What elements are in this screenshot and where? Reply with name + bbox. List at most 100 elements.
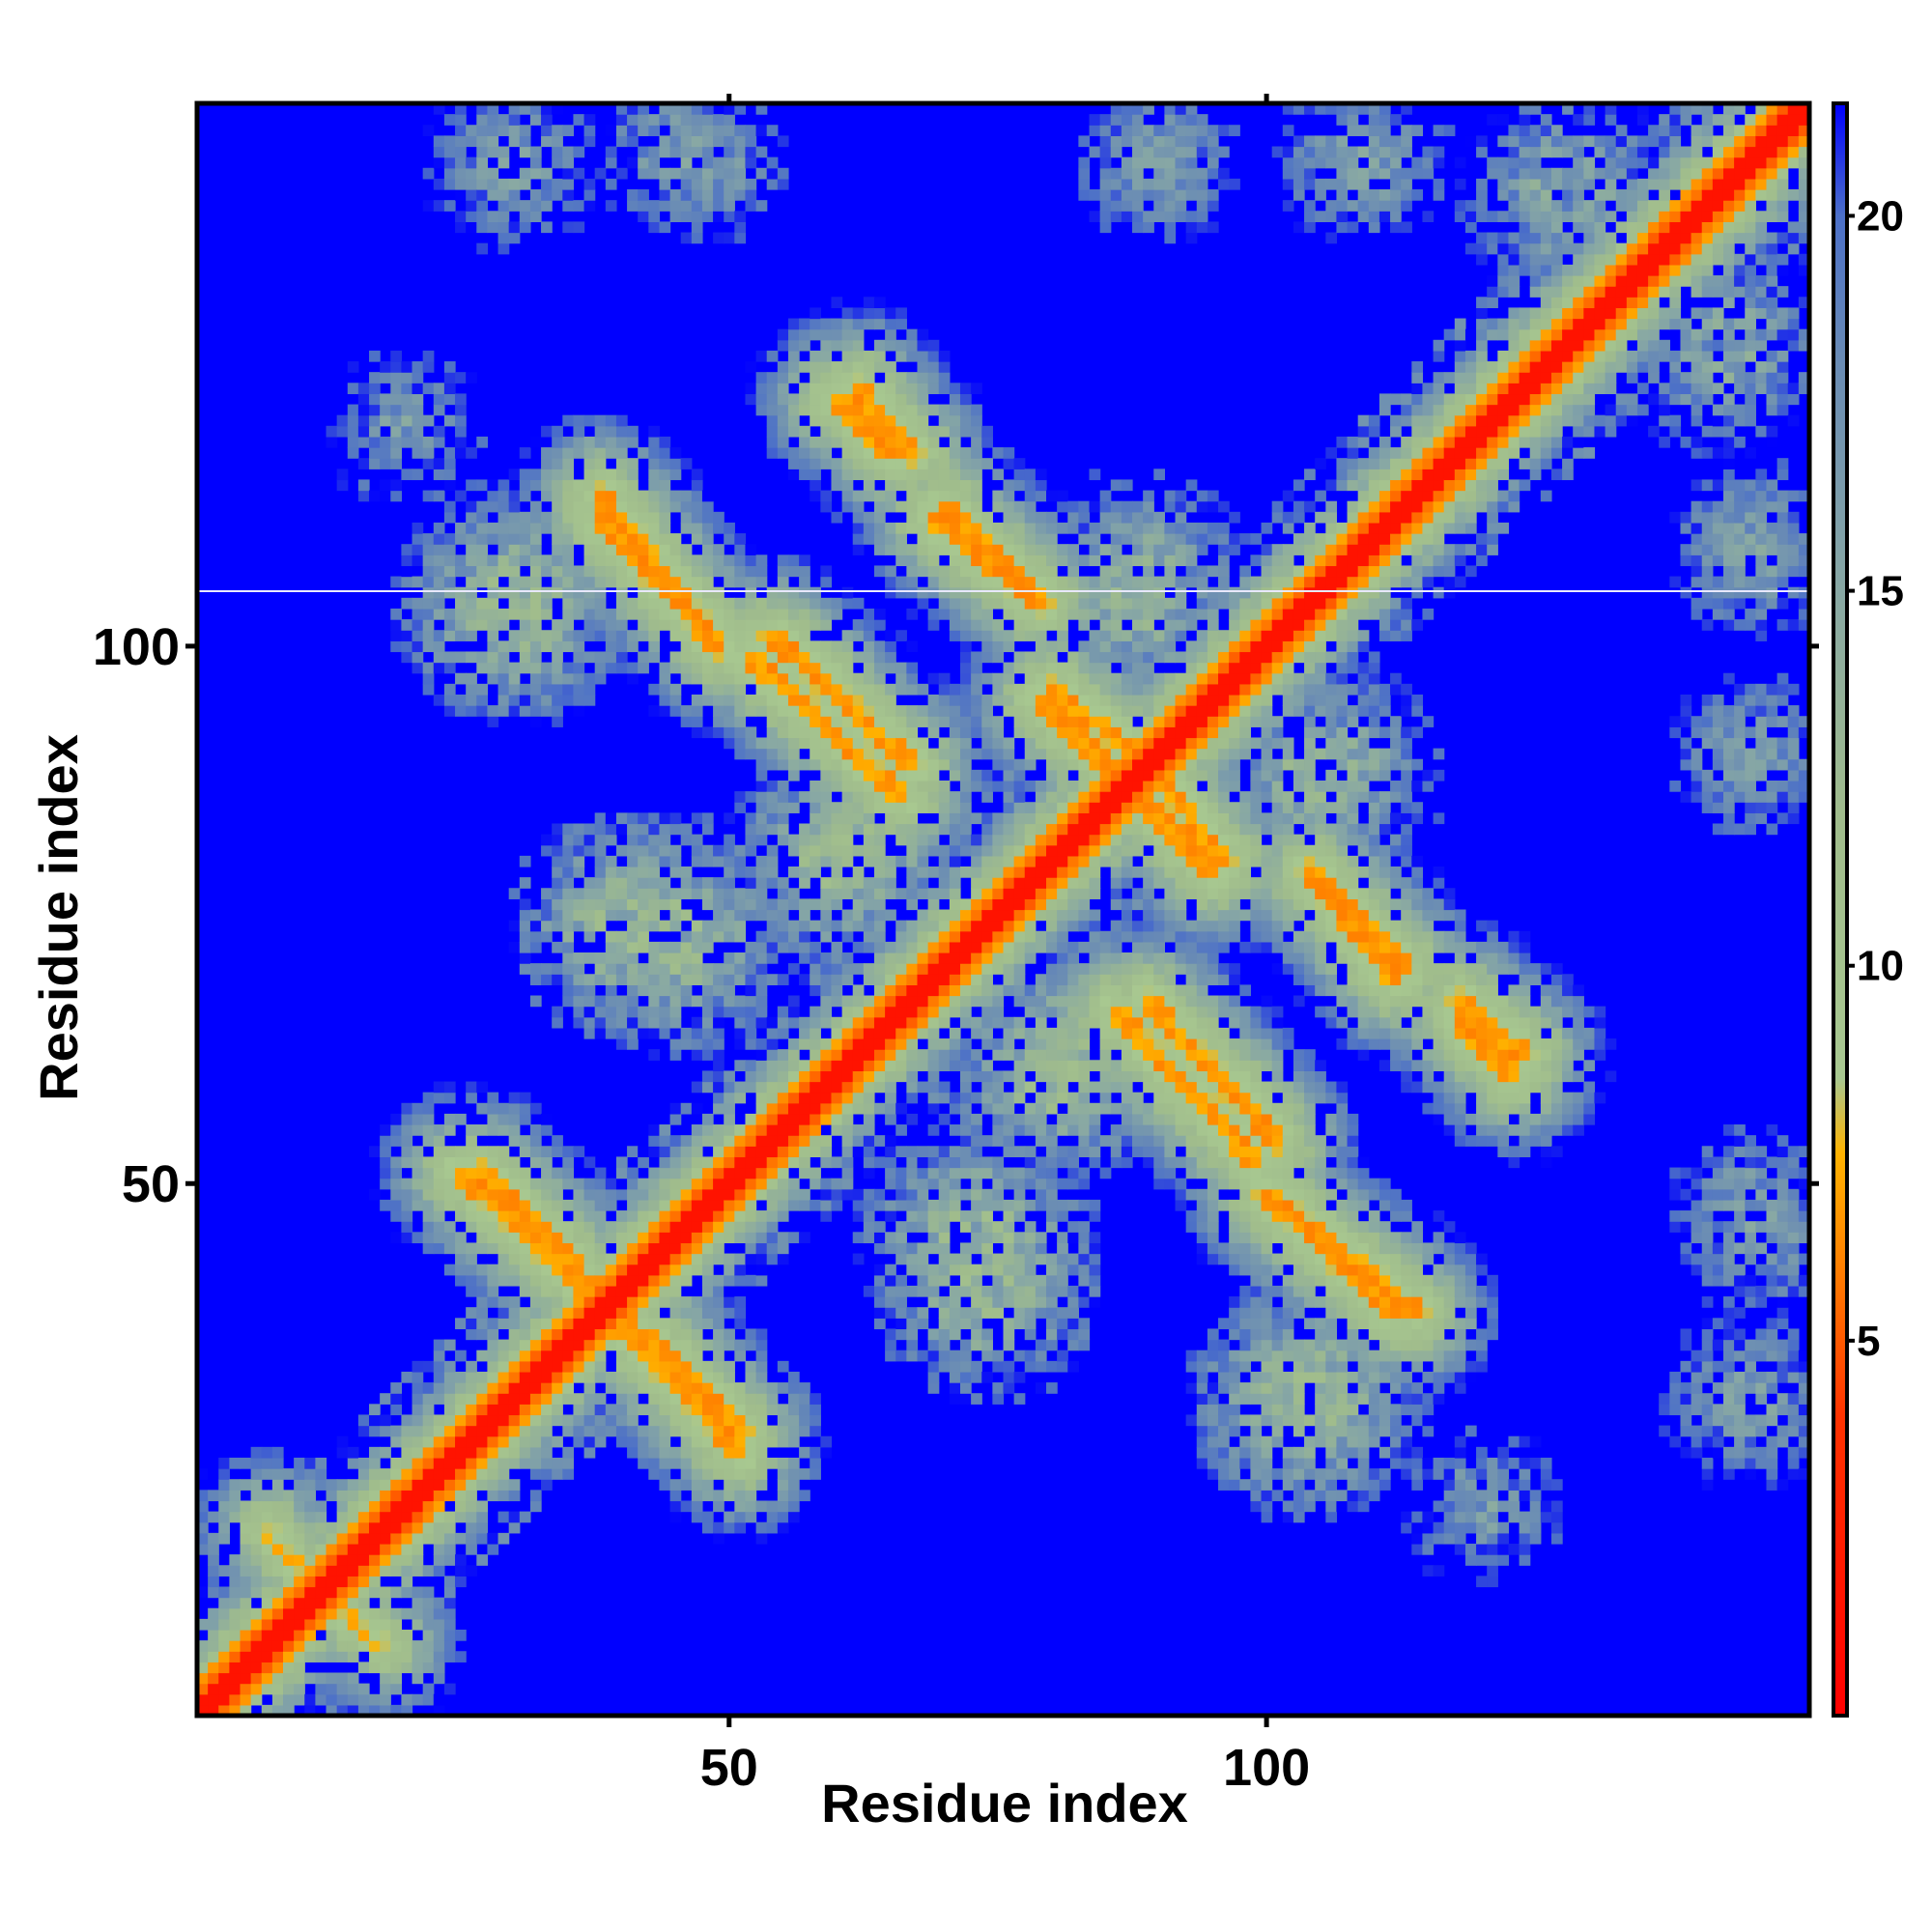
heatmap-cell (1003, 1296, 1015, 1308)
heatmap-cell (208, 1607, 219, 1620)
heatmap-cell (422, 576, 435, 588)
heatmap-cell (552, 1285, 563, 1297)
heatmap-cell (949, 737, 961, 750)
heatmap-cell (691, 586, 703, 599)
heatmap-cell (369, 1543, 381, 1555)
heatmap-cell (412, 1146, 424, 1158)
heatmap-cell (497, 1479, 510, 1491)
heatmap-cell (1035, 619, 1047, 631)
heatmap-cell (938, 1318, 951, 1330)
heatmap-cell (401, 361, 413, 373)
heatmap-cell (229, 1554, 242, 1566)
heatmap-cell (627, 855, 639, 867)
heatmap-cell (1013, 1027, 1026, 1039)
heatmap-cell (648, 500, 661, 513)
heatmap-cell (938, 500, 951, 513)
heatmap-cell (594, 479, 607, 492)
heatmap-cell (831, 920, 843, 932)
heatmap-cell (443, 1404, 456, 1416)
heatmap-cell (745, 1253, 757, 1265)
heatmap-cell (401, 1565, 413, 1577)
heatmap-cell (605, 1027, 617, 1039)
heatmap-cell (777, 383, 789, 395)
heatmap-cell (250, 1683, 263, 1695)
heatmap-cell (691, 533, 703, 545)
heatmap-cell (497, 490, 510, 502)
heatmap-cell (455, 1210, 467, 1222)
heatmap-cell (638, 1457, 649, 1469)
heatmap-cell (519, 683, 531, 696)
heatmap-cell (917, 995, 929, 1008)
heatmap-cell (799, 640, 810, 653)
heatmap-cell (863, 1070, 875, 1083)
heatmap-cell (648, 995, 661, 1008)
heatmap-cell (701, 1135, 714, 1147)
heatmap-cell (917, 855, 929, 867)
heatmap-cell (638, 1210, 649, 1222)
heatmap-cell (885, 1113, 896, 1125)
heatmap-cell (766, 737, 779, 750)
heatmap-cell (895, 383, 907, 395)
heatmap-cell (766, 630, 779, 641)
heatmap-cell (810, 1016, 821, 1029)
heatmap-cell (959, 748, 972, 760)
heatmap-cell (713, 178, 724, 190)
heatmap-cell (638, 1232, 649, 1244)
heatmap-cell (755, 1102, 768, 1115)
heatmap-cell (443, 662, 456, 674)
heatmap-cell (734, 156, 747, 169)
heatmap-cell (971, 1092, 982, 1104)
heatmap-cell (691, 1102, 703, 1115)
heatmap-cell (992, 909, 1005, 922)
heatmap-cell (487, 640, 499, 653)
heatmap-cell (873, 1296, 886, 1308)
heatmap-cell (820, 318, 833, 330)
heatmap-cell (422, 1693, 435, 1706)
heatmap-cell (508, 920, 521, 932)
heatmap-cell (755, 1092, 768, 1104)
heatmap-cell (347, 1500, 359, 1513)
heatmap-cell (466, 544, 477, 555)
heatmap-cell (326, 1683, 338, 1695)
heatmap-cell (594, 812, 607, 825)
heatmap-cell (455, 1404, 467, 1416)
heatmap-cell (208, 1618, 219, 1631)
heatmap-cell (863, 974, 875, 985)
heatmap-cell (691, 1360, 703, 1373)
heatmap-cell (820, 974, 833, 985)
heatmap-cell (271, 1543, 284, 1555)
heatmap-cell (605, 898, 617, 911)
heatmap-cell (1003, 586, 1015, 599)
heatmap-cell (412, 1178, 424, 1190)
heatmap-cell (1013, 705, 1026, 717)
heatmap-cell (777, 1210, 789, 1222)
heatmap-cell (552, 672, 563, 685)
heatmap-cell (873, 952, 886, 964)
heatmap-cell (390, 1156, 403, 1169)
heatmap-cell (981, 1371, 993, 1383)
heatmap-cell (959, 1135, 972, 1147)
heatmap-cell (766, 1113, 779, 1125)
heatmap-cell (992, 640, 1005, 653)
heatmap-cell (497, 1318, 510, 1330)
heatmap-cell (906, 920, 919, 932)
heatmap-cell (357, 1693, 370, 1706)
heatmap-cell (669, 898, 682, 911)
heatmap-cell (497, 1167, 510, 1179)
heatmap-cell (787, 1135, 800, 1147)
heatmap-cell (390, 1382, 403, 1394)
heatmap-cell (863, 909, 875, 922)
heatmap-cell (433, 1167, 445, 1179)
heatmap-cell (863, 361, 875, 373)
heatmap-cell (466, 1285, 477, 1297)
heatmap-cell (938, 608, 951, 620)
heatmap-cell (713, 1232, 724, 1244)
heatmap-cell (755, 1146, 768, 1158)
heatmap-cell (691, 1457, 703, 1469)
heatmap-cell (347, 1543, 359, 1555)
heatmap-cell (208, 1490, 219, 1502)
heatmap-cell (971, 576, 982, 588)
heatmap-cell (841, 350, 854, 362)
heatmap-cell (927, 1167, 940, 1179)
heatmap-cell (541, 479, 553, 492)
